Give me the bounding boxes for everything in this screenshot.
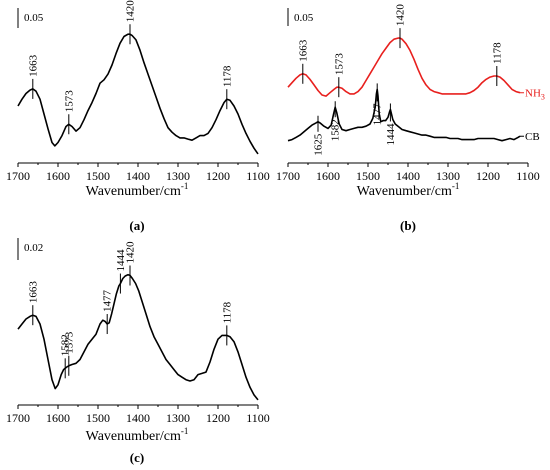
peak-label: 1573 [63, 90, 75, 113]
scale-bar-label: 0.02 [24, 242, 43, 254]
x-tick-label: 1200 [206, 169, 230, 183]
x-tick-label: 1300 [436, 169, 460, 183]
x-tick-label: 1500 [86, 169, 110, 183]
scale-bar-label: 0.05 [294, 12, 314, 24]
x-axis-label: Wavenumber/cm-1 [86, 181, 189, 199]
x-axis-label: Wavenumber/cm-1 [357, 181, 460, 199]
series-line-cb [287, 88, 521, 142]
peak-label: 1582 [60, 334, 72, 356]
x-tick-label: 1500 [356, 169, 380, 183]
peak-label: 1573 [333, 53, 345, 76]
cb-peak-label: 1625 [313, 133, 325, 156]
panel-c: 0.02 1700 1600 1500 1400 1300 1200 1100 Wavenumb… [6, 238, 270, 465]
x-tick-label: 1300 [166, 411, 190, 425]
x-tick-label: 1600 [46, 411, 70, 425]
peak-label: 1444 [115, 249, 127, 272]
series-label: NH3 [525, 88, 545, 102]
x-tick-label: 1700 [6, 411, 30, 425]
cb-peak-label: 1444 [385, 123, 397, 146]
x-axis-label-superscript: -1 [452, 181, 460, 191]
x-tick-label: 1600 [316, 169, 340, 183]
x-axis-label-superscript: -1 [181, 426, 189, 436]
x-tick-label: 1700 [276, 169, 300, 183]
peak-label: 1573 [63, 331, 75, 354]
cb-peak-label: 1477 [372, 103, 384, 126]
x-tick-label: 1700 [6, 169, 30, 183]
x-tick-label: 1600 [46, 169, 70, 183]
x-tick-label: 1400 [396, 169, 420, 183]
panel-label: (b) [400, 218, 416, 233]
x-tick-label: 1100 [516, 169, 540, 183]
peak-label: 1420 [395, 4, 407, 27]
x-tick-label: 1300 [166, 169, 190, 183]
scale-bar-label: 0.05 [24, 12, 44, 24]
series-label-subscript: 3 [541, 93, 545, 102]
peak-label: 1420 [125, 0, 137, 22]
x-tick-label: 1100 [246, 411, 270, 425]
x-tick-label: 1100 [246, 169, 270, 183]
peak-label: 1663 [27, 54, 39, 77]
x-tick-label: 1200 [206, 411, 230, 425]
series-line-nh [287, 37, 521, 97]
x-tick-label: 1200 [476, 169, 500, 183]
x-tick-label: 1400 [126, 411, 150, 425]
panel-label: (c) [130, 450, 144, 465]
peak-label: 1178 [221, 301, 233, 323]
peak-label: 1477 [102, 290, 114, 313]
cb-peak-label: 1582 [330, 119, 342, 141]
panel-a: 0.05 1700 1600 1500 1400 1300 1200 1100 Wavenumb… [6, 0, 270, 233]
peak-label: 1663 [297, 39, 309, 62]
peak-label: 1178 [491, 42, 503, 64]
x-axis-label: Wavenumber/cm-1 [86, 426, 189, 444]
x-tick-label: 1400 [126, 169, 150, 183]
series-label: CB [525, 131, 540, 143]
peak-label: 1420 [125, 241, 137, 264]
series-line-0 [17, 273, 259, 401]
peak-label: 1663 [27, 281, 39, 304]
x-tick-label: 1500 [86, 411, 110, 425]
x-axis-label-superscript: -1 [181, 181, 189, 191]
peak-label: 1178 [221, 65, 233, 87]
panel-b: 0.05 1700 1600 1500 1400 1300 1200 1100 Wavenumb… [276, 4, 545, 233]
panel-label: (a) [129, 218, 144, 233]
series-line-0 [17, 33, 259, 155]
